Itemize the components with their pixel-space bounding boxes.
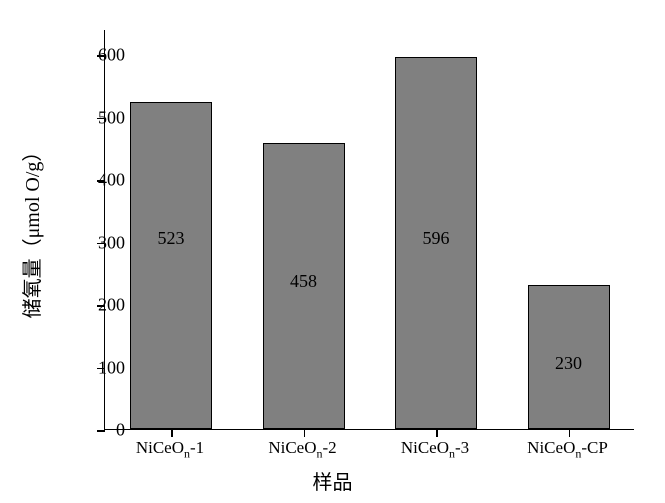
chart-container: 储氧量（μmol O/g） 样品 523 458 596 230 0 100 200 300… [0,0,665,503]
y-axis-title: 储氧量（μmol O/g） [16,142,45,319]
y-tick-label: 600 [75,45,125,66]
bar-value-label: 523 [158,228,185,249]
x-tick-label: NiCeOn-3 [401,438,469,461]
bar-value-label: 230 [555,353,582,374]
x-axis-title: 样品 [0,466,665,495]
x-tick-label: NiCeOn-2 [268,438,336,461]
y-tick-label: 500 [75,107,125,128]
y-tick-label: 300 [75,232,125,253]
x-tick-label: NiCeOn-1 [136,438,204,461]
x-tick-label: NiCeOn-CP [527,438,608,461]
bar-value-label: 458 [290,271,317,292]
y-tick-label: 0 [75,420,125,441]
x-tick [171,429,173,437]
y-tick-label: 200 [75,295,125,316]
y-tick-label: 400 [75,170,125,191]
y-tick-label: 100 [75,357,125,378]
x-tick [436,429,438,437]
bar-value-label: 596 [423,228,450,249]
x-tick [569,429,571,437]
plot-area: 523 458 596 230 [104,30,634,430]
x-tick [304,429,306,437]
bar [130,102,212,429]
